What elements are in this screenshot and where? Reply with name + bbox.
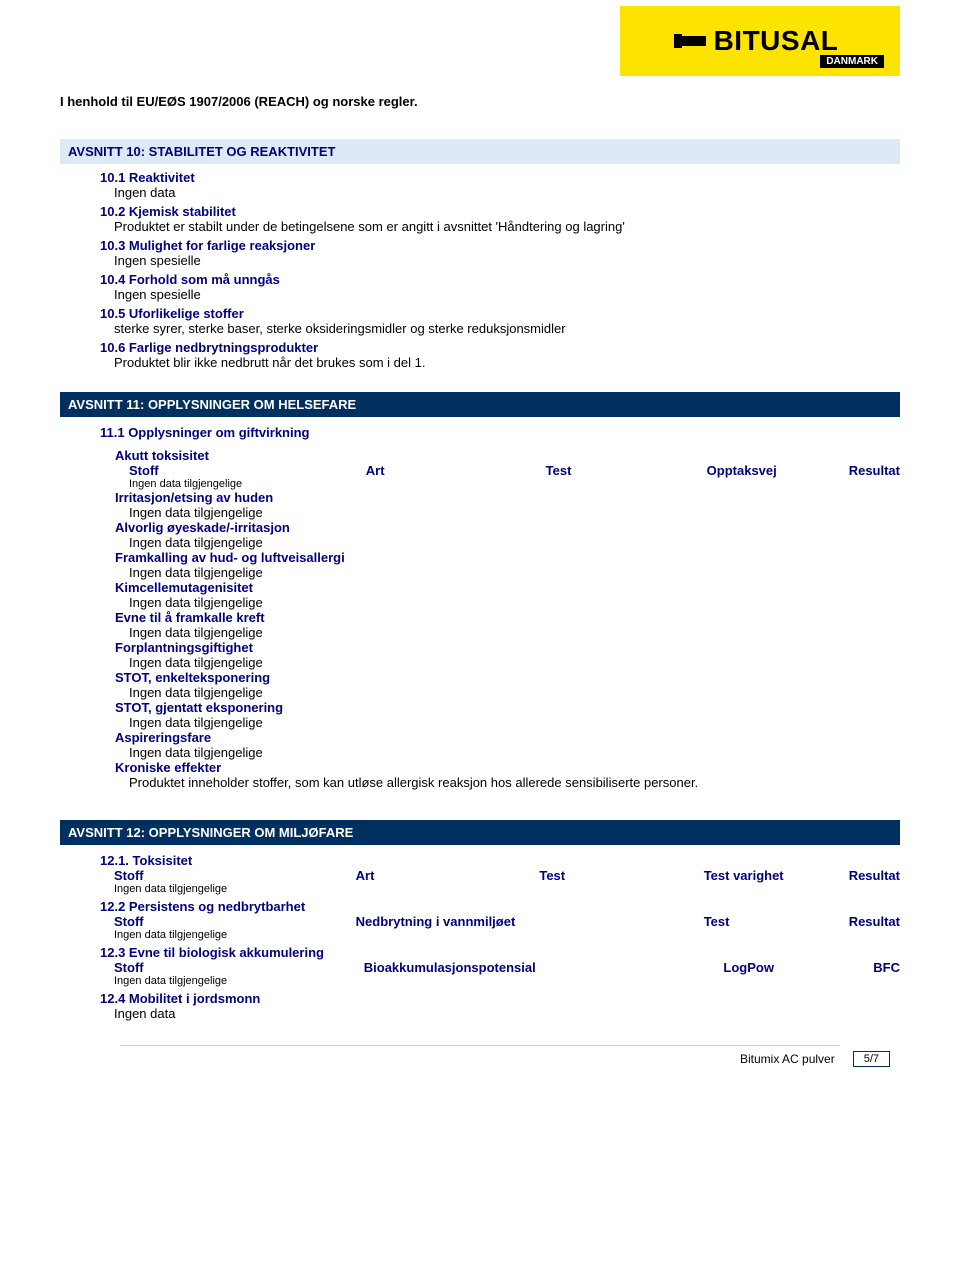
nodata-4: Ingen data tilgjengelige [115, 595, 900, 610]
s12r1-c1: Stoff [114, 868, 356, 883]
s12-nodata-2: Ingen data tilgjengelige [100, 929, 900, 941]
footer-page: 5/7 [853, 1051, 890, 1067]
sec12-1-heading: 12.1. Toksisitet [100, 853, 900, 868]
sec10-4-text: Ingen spesielle [100, 287, 900, 302]
s12r2-c2: Nedbrytning i vannmiljøet [356, 914, 704, 929]
item-4: Kimcellemutagenisitet [115, 580, 900, 595]
sec10-4-heading: 10.4 Forhold som må unngås [100, 272, 900, 287]
s12r3-c3: LogPow [723, 960, 873, 975]
sec10-6-text: Produktet blir ikke nedbrutt når det bru… [100, 355, 900, 370]
sec10-1-heading: 10.1 Reaktivitet [100, 170, 900, 185]
col-stoff: Stoff [129, 463, 366, 478]
item-3: Framkalling av hud- og luftveisallergi [115, 550, 900, 565]
item-5: Evne til å framkalle kreft [115, 610, 900, 625]
nodata-1: Ingen data tilgjengelige [115, 505, 900, 520]
s12r3-c1: Stoff [114, 960, 364, 975]
nodata-0: Ingen data tilgjengelige [115, 478, 900, 490]
s12-nodata-3: Ingen data tilgjengelige [100, 975, 900, 987]
sec12-4-text: Ingen data [100, 1006, 900, 1021]
section-10-header: AVSNITT 10: STABILITET OG REAKTIVITET [60, 139, 900, 164]
regulation-line: I henhold til EU/EØS 1907/2006 (REACH) o… [60, 94, 900, 109]
sec10-2-heading: 10.2 Kjemisk stabilitet [100, 204, 900, 219]
s12r1-c4: Test varighet [704, 868, 849, 883]
s12r1-c3: Test [539, 868, 703, 883]
logo-text: BITUSAL [714, 25, 839, 57]
sec12-2-heading: 12.2 Persistens og nedbrytbarhet [100, 899, 900, 914]
nodata-9: Ingen data tilgjengelige [115, 745, 900, 760]
s12r1-c5: Resultat [849, 868, 900, 883]
akutt-heading: Akutt toksisitet [115, 448, 900, 463]
item-1: Irritasjon/etsing av huden [115, 490, 900, 505]
col-test: Test [546, 463, 707, 478]
sec10-3-text: Ingen spesielle [100, 253, 900, 268]
s12r2-c4: Resultat [849, 914, 900, 929]
section-12-header: AVSNITT 12: OPPLYSNINGER OM MILJØFARE [60, 820, 900, 845]
sec10-2-text: Produktet er stabilt under de betingelse… [100, 219, 900, 234]
sec10-5-text: sterke syrer, sterke baser, sterke oksid… [100, 321, 900, 336]
item-2: Alvorlig øyeskade/-irritasjon [115, 520, 900, 535]
item-10: Kroniske effekter [115, 760, 900, 775]
s12-nodata-1: Ingen data tilgjengelige [100, 883, 900, 895]
sec12-4-heading: 12.4 Mobilitet i jordsmonn [100, 991, 900, 1006]
col-resultat: Resultat [849, 463, 900, 478]
s12r2-c3: Test [704, 914, 849, 929]
sec12-3-heading: 12.3 Evne til biologisk akkumulering [100, 945, 900, 960]
nodata-7: Ingen data tilgjengelige [115, 685, 900, 700]
s12r1-c2: Art [356, 868, 540, 883]
sec11-1-heading: 11.1 Opplysninger om giftvirkning [100, 425, 900, 440]
section-11-header: AVSNITT 11: OPPLYSNINGER OM HELSEFARE [60, 392, 900, 417]
nodata-2: Ingen data tilgjengelige [115, 535, 900, 550]
chronic-text: Produktet inneholder stoffer, som kan ut… [115, 775, 900, 790]
nodata-5: Ingen data tilgjengelige [115, 625, 900, 640]
item-6: Forplantningsgiftighet [115, 640, 900, 655]
nodata-6: Ingen data tilgjengelige [115, 655, 900, 670]
item-8: STOT, gjentatt eksponering [115, 700, 900, 715]
sec10-6-heading: 10.6 Farlige nedbrytningsprodukter [100, 340, 900, 355]
s12r2-c1: Stoff [114, 914, 356, 929]
sec10-5-heading: 10.5 Uforlikelige stoffer [100, 306, 900, 321]
logo-subtext: DANMARK [820, 55, 884, 68]
logo-icon [682, 36, 706, 46]
nodata-8: Ingen data tilgjengelige [115, 715, 900, 730]
sec10-3-heading: 10.3 Mulighet for farlige reaksjoner [100, 238, 900, 253]
nodata-3: Ingen data tilgjengelige [115, 565, 900, 580]
col-art: Art [366, 463, 546, 478]
item-9: Aspireringsfare [115, 730, 900, 745]
footer-product: Bitumix AC pulver [740, 1052, 835, 1066]
brand-logo: BITUSAL DANMARK [620, 6, 900, 76]
sec10-1-text: Ingen data [100, 185, 900, 200]
col-opptaksvej: Opptaksvej [707, 463, 849, 478]
item-7: STOT, enkelteksponering [115, 670, 900, 685]
s12r3-c2: Bioakkumulasjonspotensial [364, 960, 724, 975]
s12r3-c4: BFC [873, 960, 900, 975]
